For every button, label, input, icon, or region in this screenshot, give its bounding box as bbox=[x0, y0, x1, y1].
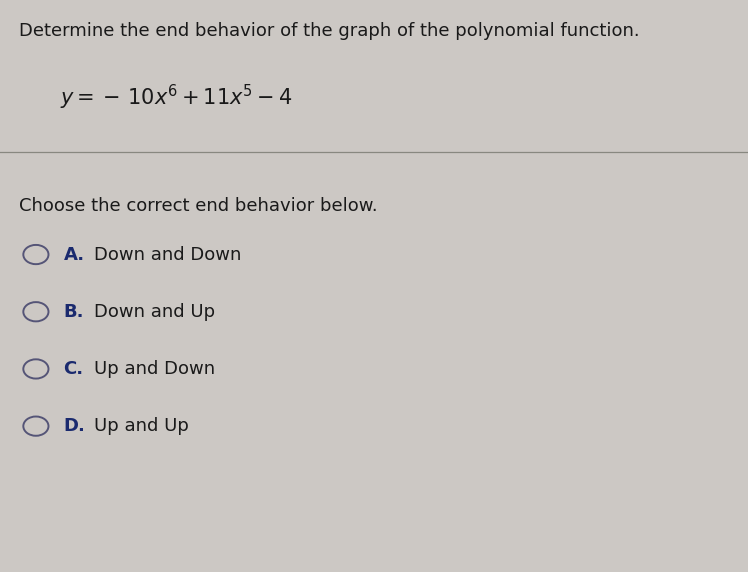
Text: Determine the end behavior of the graph of the polynomial function.: Determine the end behavior of the graph … bbox=[19, 22, 640, 39]
Text: B.: B. bbox=[64, 303, 84, 321]
Text: Down and Up: Down and Up bbox=[94, 303, 215, 321]
Text: A.: A. bbox=[64, 245, 85, 264]
Text: Up and Down: Up and Down bbox=[94, 360, 215, 378]
Text: Down and Down: Down and Down bbox=[94, 245, 241, 264]
Text: Up and Up: Up and Up bbox=[94, 417, 188, 435]
Text: D.: D. bbox=[64, 417, 85, 435]
Text: $\mathit{y} = -\,10x^6 + 11x^5 - 4$: $\mathit{y} = -\,10x^6 + 11x^5 - 4$ bbox=[60, 83, 292, 112]
Text: C.: C. bbox=[64, 360, 84, 378]
Text: Choose the correct end behavior below.: Choose the correct end behavior below. bbox=[19, 197, 377, 215]
